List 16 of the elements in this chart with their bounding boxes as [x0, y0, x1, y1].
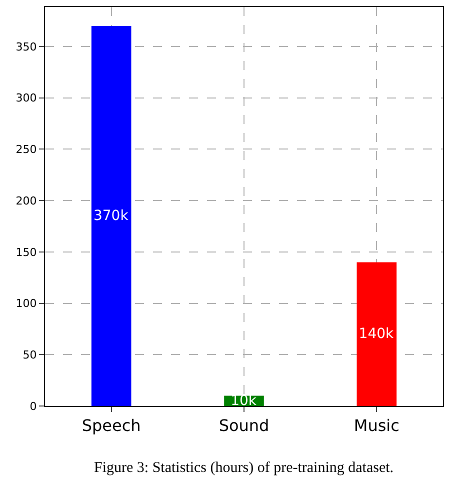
data-label: 370k [93, 208, 130, 224]
y-tick-label: 200 [16, 194, 37, 208]
y-tick-label: 0 [30, 400, 37, 413]
x-tick-label: Speech [82, 416, 141, 436]
bar [356, 262, 397, 406]
data-label: 140k [358, 326, 395, 342]
y-tick-label: 150 [16, 246, 37, 259]
bar [91, 26, 132, 406]
caption: Figure 3: Statistics (hours) of pre-training dataset. [94, 460, 394, 476]
x-tick-label: Music [354, 416, 400, 436]
y-tick-label: 350 [16, 40, 37, 54]
y-tick-label: 50 [22, 348, 37, 362]
y-tick-label: 100 [16, 297, 37, 310]
y-tick-label: 300 [16, 92, 37, 105]
x-tick-label: Sound [218, 416, 270, 436]
y-tick-label: 250 [16, 143, 37, 156]
